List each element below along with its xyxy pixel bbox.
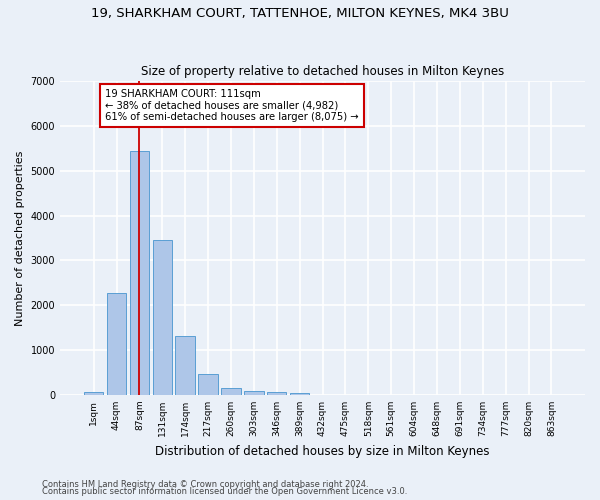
Bar (130, 150, 149, 395)
Bar (175, 336, 195, 395)
X-axis label: Distribution of detached houses by size in Milton Keynes: Distribution of detached houses by size … (155, 444, 490, 458)
Bar (290, 393, 310, 395)
Bar (152, 240, 172, 395)
Text: 19 SHARKHAM COURT: 111sqm
← 38% of detached houses are smaller (4,982)
61% of se: 19 SHARKHAM COURT: 111sqm ← 38% of detac… (105, 89, 359, 122)
Y-axis label: Number of detached properties: Number of detached properties (15, 150, 25, 326)
Bar (221, 388, 241, 395)
Text: 19, SHARKHAM COURT, TATTENHOE, MILTON KEYNES, MK4 3BU: 19, SHARKHAM COURT, TATTENHOE, MILTON KE… (91, 8, 509, 20)
Bar (199, 374, 218, 395)
Bar (107, 292, 126, 395)
Title: Size of property relative to detached houses in Milton Keynes: Size of property relative to detached ho… (141, 66, 504, 78)
Text: Contains public sector information licensed under the Open Government Licence v3: Contains public sector information licen… (42, 488, 407, 496)
Bar (244, 391, 263, 395)
Text: Contains HM Land Registry data © Crown copyright and database right 2024.: Contains HM Land Registry data © Crown c… (42, 480, 368, 489)
Bar (267, 392, 286, 395)
Bar (84, 392, 103, 395)
